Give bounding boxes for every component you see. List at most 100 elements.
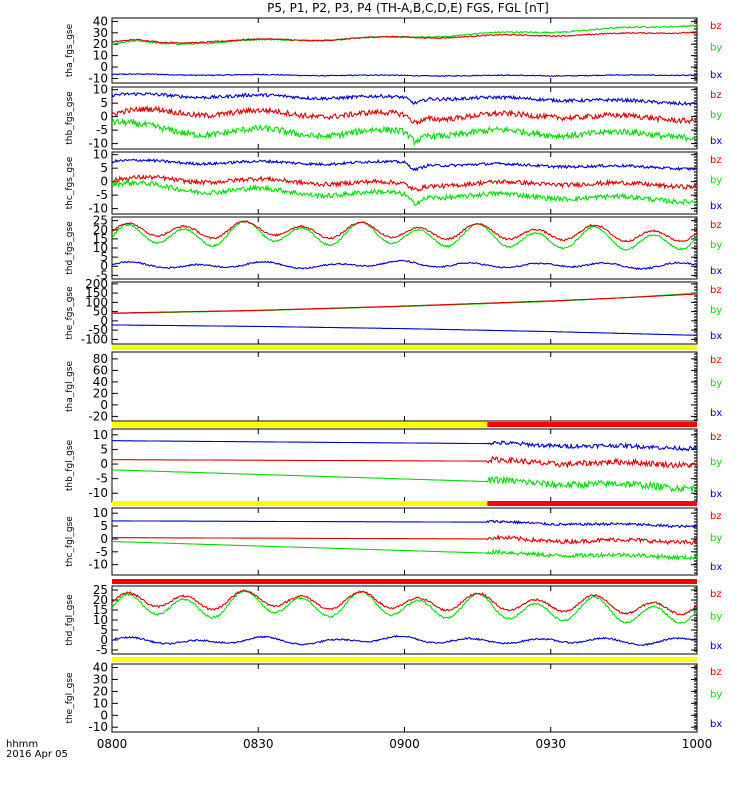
flag-bar-tha_fgl_gse-0 [112,345,697,350]
ytick-label: 5 [100,442,108,456]
ytick-label: -10 [88,137,108,151]
legend-bz: bz [710,511,722,522]
ytick-label: 0 [100,259,108,273]
legend-bx: bx [710,266,722,277]
panel-frame [111,663,698,733]
ytick-label: 10 [93,83,108,97]
ytick-label: 0 [100,110,108,124]
ytick-label: 10 [93,148,108,162]
legend-bx: bx [710,136,722,147]
legend-bz: bz [710,285,722,296]
ytick-label: 0 [100,314,108,328]
ytick-label: -10 [88,486,108,500]
series-tha_fgs_gse-bx [112,73,697,78]
ytick-label: 25 [93,214,108,228]
ytick-label: -5 [96,188,108,202]
legend-by: by [710,110,722,121]
ytick-label: 20 [93,386,108,400]
series-thb_fgl_gse-by [112,469,697,493]
ytick-label: 0 [100,532,108,546]
series-the_fgs_gse-by [112,292,697,315]
ytick-label: 0 [100,60,108,74]
series-thb_fgs_gse-bz [112,104,697,126]
series-thd_fgs_gse-by [112,220,697,252]
legend-by: by [710,533,722,544]
panel-label-the_fgl_gse: the_fgl_gse [65,672,75,724]
chart-title: P5, P1, P2, P3, P4 (TH-A,B,C,D,E) FGS, F… [267,1,549,15]
ytick-label: 0 [100,175,108,189]
series-thb_fgs_gse-by [112,117,697,147]
flag-bar-thc_fgl_gse-1 [487,501,697,506]
legend-bx: bx [710,641,722,652]
ytick-label: 5 [100,519,108,533]
ytick-label: 0 [100,633,108,647]
panel-label-tha_fgs_gse: tha_fgs_gse [65,23,75,77]
legend-bx: bx [710,70,722,81]
ytick-label: 10 [93,506,108,520]
ytick-label: 30 [93,673,108,687]
ytick-label: 10 [93,241,108,255]
legend-by: by [710,612,722,623]
series-the_fgs_gse-bx [112,324,697,336]
series-thd_fgl_gse-bz [112,589,697,616]
panel-label-the_fgs_gse: the_fgs_gse [65,286,75,340]
legend-by: by [710,175,722,186]
series-thc_fgs_gse-bz [112,173,697,192]
ytick-label: 60 [93,363,108,377]
legend-bx: bx [710,489,722,500]
series-thd_fgl_gse-bx [112,634,697,647]
legend-by: by [710,457,722,468]
flag-bar-thc_fgl_gse-0 [112,501,488,506]
legend-bx: bx [710,408,722,419]
panel-frame [111,216,698,280]
ytick-label: -5 [96,545,108,559]
legend-bz: bz [710,21,722,32]
panel-frame [111,428,698,503]
ytick-label: -10 [88,558,108,572]
panel-label-tha_fgl_gse: tha_fgl_gse [65,361,75,413]
legend-bz: bz [710,90,722,101]
ytick-label: -10 [88,71,108,85]
ytick-label: 0 [100,708,108,722]
panel-label-thc_fgs_gse: thc_fgs_gse [65,156,75,209]
series-thd_fgs_gse-bx [112,259,697,271]
ytick-label: 5 [100,623,108,637]
ytick-label: 15 [93,603,108,617]
panel-frame [111,351,698,422]
ytick-label: 20 [93,593,108,607]
ytick-label: 20 [93,684,108,698]
ytick-label: 0 [100,398,108,412]
ytick-label: 10 [93,696,108,710]
ytick-label: 5 [100,96,108,110]
ytick-label: 80 [93,352,108,366]
flag-bar-thb_fgl_gse-0 [112,422,488,427]
ytick-label: 20 [93,223,108,237]
ytick-label: 25 [93,583,108,597]
ytick-label: 5 [100,161,108,175]
legend-by: by [710,690,722,701]
ytick-label: -5 [96,472,108,486]
ytick-label: 40 [93,661,108,675]
ytick-label: -50 [88,323,108,337]
series-the_fgs_gse-bz [112,293,697,314]
flag-bar-thd_fgl_gse-0 [112,579,697,584]
flag-bar-thb_fgl_gse-1 [487,422,697,427]
ytick-label: 5 [100,250,108,264]
panel-label-thd_fgs_gse: thd_fgs_gse [65,221,75,275]
ytick-label: -10 [88,202,108,216]
series-thc_fgl_gse-bx [112,519,697,529]
ytick-label: 0 [100,457,108,471]
panel-label-thb_fgs_gse: thb_fgs_gse [65,91,75,145]
legend-bx: bx [710,562,722,573]
legend-by: by [710,305,722,316]
legend-bx: bx [710,201,722,212]
ytick-label: 150 [85,286,108,300]
ytick-label: 15 [93,232,108,246]
